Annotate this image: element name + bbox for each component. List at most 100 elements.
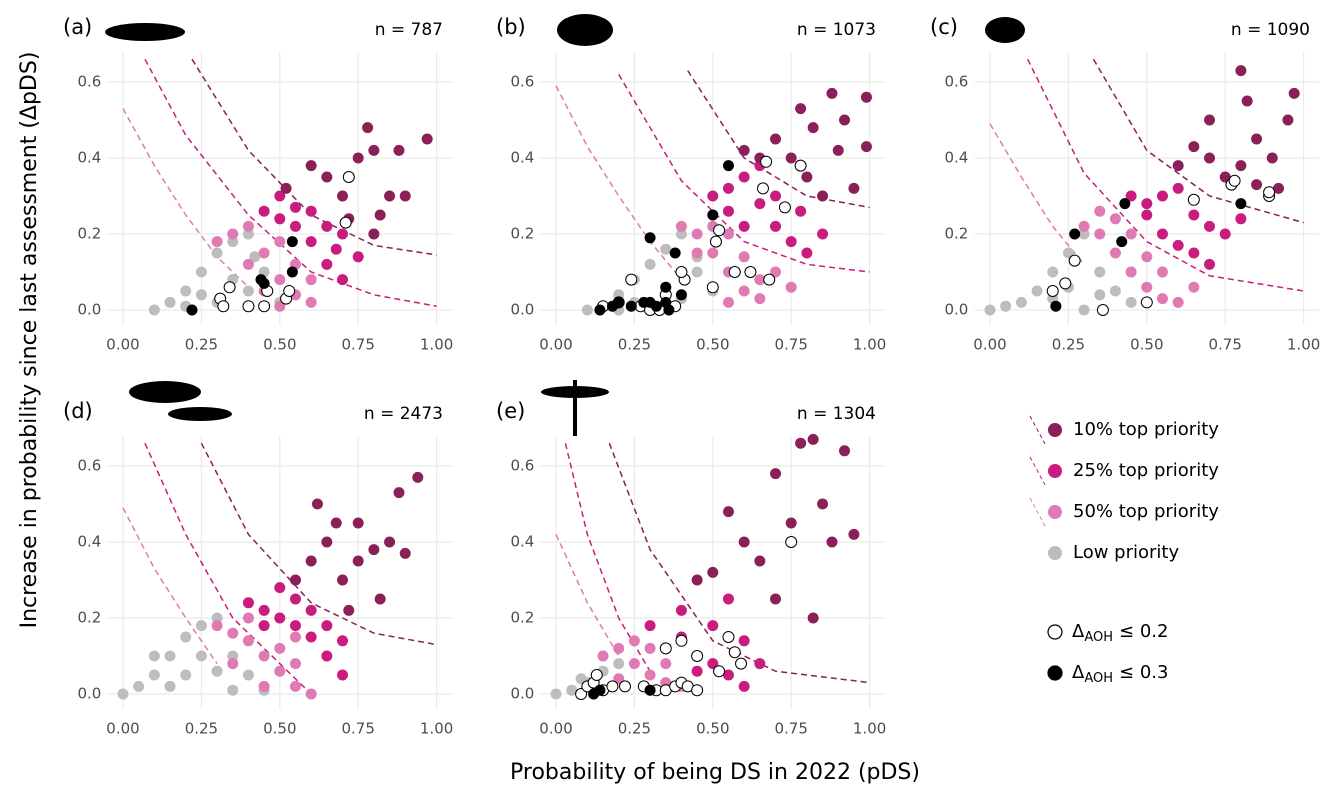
point <box>258 680 270 692</box>
point <box>1263 186 1276 199</box>
point <box>594 684 606 696</box>
point <box>1188 209 1200 221</box>
point <box>760 155 773 168</box>
y-tick-label: 0.6 <box>77 457 101 475</box>
point <box>675 289 687 301</box>
point <box>660 243 672 255</box>
point <box>217 300 230 313</box>
point <box>817 498 829 510</box>
point <box>195 266 207 278</box>
point <box>613 658 625 670</box>
legend-suffix: ≤ 0.3 <box>1119 662 1168 683</box>
point <box>722 296 734 308</box>
point <box>785 152 797 164</box>
x-tick-label: 0.25 <box>618 720 651 738</box>
point <box>1188 247 1200 259</box>
point <box>289 220 301 232</box>
point <box>305 160 317 172</box>
point <box>195 289 207 301</box>
point <box>722 631 735 643</box>
point <box>242 669 254 681</box>
point <box>1078 304 1090 316</box>
legend-marker <box>1047 624 1063 640</box>
legend-curve-key <box>1029 415 1046 445</box>
point <box>352 152 364 164</box>
point <box>625 273 638 286</box>
point <box>305 205 317 217</box>
point <box>1050 300 1062 312</box>
legend-curve-key <box>1029 456 1046 486</box>
point <box>660 281 672 293</box>
x-tick-label: 1.00 <box>853 336 886 354</box>
panel: 0.0 0.2 0.4 0.6 0.00 0.25 0.50 0.75 1.00 (b) n = 1… <box>496 15 886 354</box>
legend-label: 10% top priority <box>1073 419 1219 440</box>
x-tick-label: 0.75 <box>1208 336 1241 354</box>
point <box>1031 285 1043 297</box>
point <box>644 232 656 244</box>
y-tick-label: 0.0 <box>77 685 101 703</box>
point <box>368 144 380 156</box>
point <box>242 228 254 240</box>
point <box>722 160 734 172</box>
point <box>180 669 192 681</box>
y-tick-label: 0.4 <box>944 149 968 167</box>
y-tick-label: 0.4 <box>510 533 534 551</box>
point <box>374 209 386 221</box>
point <box>984 304 996 316</box>
point <box>321 171 333 183</box>
threshold-curve <box>1092 58 1304 224</box>
x-tick-label: 0.75 <box>341 720 374 738</box>
point <box>590 669 603 681</box>
point <box>1119 198 1131 210</box>
y-tick-label: 0.4 <box>77 149 101 167</box>
point <box>1059 277 1072 290</box>
point <box>754 198 766 210</box>
x-tick-label: 0.75 <box>341 336 374 354</box>
point <box>1235 65 1247 77</box>
legend-subscript: AOH <box>1084 671 1113 686</box>
point <box>707 209 719 221</box>
point <box>1116 236 1128 248</box>
point <box>227 650 239 662</box>
point <box>227 684 239 696</box>
point <box>807 122 819 134</box>
point <box>289 631 301 643</box>
x-tick-label: 0.25 <box>1052 336 1085 354</box>
point <box>1235 198 1247 210</box>
x-tick-label: 0.50 <box>263 720 296 738</box>
point <box>794 159 807 172</box>
point <box>242 597 254 609</box>
legend-marker <box>1048 423 1062 437</box>
point <box>807 433 819 445</box>
threshold-curve <box>555 534 620 657</box>
point <box>1156 228 1168 240</box>
point <box>1141 251 1153 263</box>
point <box>618 680 631 693</box>
point <box>691 247 703 259</box>
point <box>738 144 750 156</box>
point <box>691 665 703 677</box>
point <box>337 669 349 681</box>
x-tick-label: 0.00 <box>539 336 572 354</box>
legend-symbol: Δ <box>1072 621 1085 642</box>
point <box>242 635 254 647</box>
point <box>368 544 380 556</box>
point <box>675 220 687 232</box>
point <box>795 103 807 115</box>
point <box>1125 228 1137 240</box>
point <box>1188 281 1200 293</box>
point <box>399 190 411 202</box>
point <box>305 688 317 700</box>
x-tick-label: 1.00 <box>420 336 453 354</box>
point <box>321 220 333 232</box>
point <box>1251 179 1263 191</box>
point <box>839 445 851 457</box>
point <box>337 274 349 286</box>
point <box>1156 266 1168 278</box>
x-tick-label: 1.00 <box>420 720 453 738</box>
point <box>691 266 703 278</box>
point <box>1156 190 1168 202</box>
point <box>249 251 261 263</box>
point <box>1235 160 1247 172</box>
point <box>289 201 301 213</box>
